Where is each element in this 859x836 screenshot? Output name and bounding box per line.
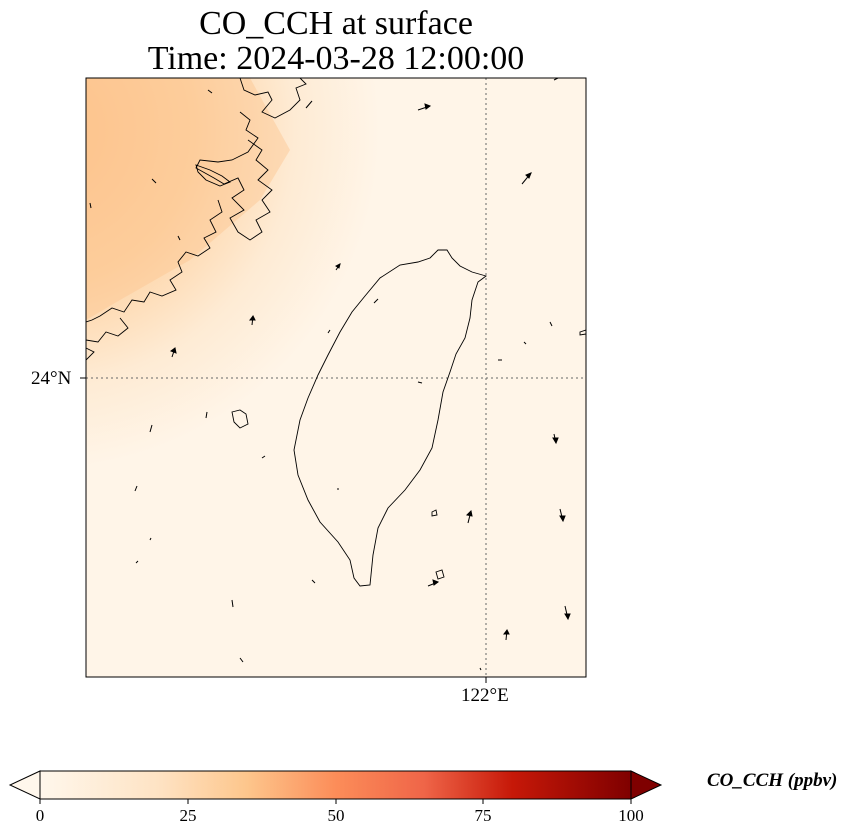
wind-arrow bbox=[559, 508, 566, 523]
colorbar-extend-min bbox=[8, 770, 41, 800]
wind-arrow bbox=[564, 605, 571, 621]
wind-arrow bbox=[249, 315, 256, 326]
wind-arrow bbox=[261, 455, 266, 459]
wind-arrow bbox=[239, 657, 244, 663]
colorbar-label: CO_CCH (ppbv) bbox=[707, 770, 838, 791]
wind-arrow bbox=[479, 667, 482, 671]
lat-tick-label: 24°N bbox=[31, 368, 72, 389]
colorbar-extend-max bbox=[630, 770, 663, 800]
islet-2 bbox=[435, 569, 445, 580]
wind-arrow bbox=[205, 411, 208, 419]
colorbar-tick-label: 0 bbox=[35, 806, 45, 825]
colorbar bbox=[8, 770, 663, 804]
wind-arrow bbox=[335, 263, 341, 271]
wind-arrow bbox=[169, 347, 177, 358]
taiwan-coastline bbox=[293, 249, 487, 587]
china-coastline bbox=[86, 78, 307, 361]
wind-arrow bbox=[149, 424, 153, 433]
wind-arrow bbox=[135, 560, 139, 564]
lon-tick-label: 122°E bbox=[461, 685, 509, 706]
wind-arrow bbox=[373, 298, 379, 304]
wind-arrow bbox=[134, 485, 138, 492]
wind-arrow bbox=[311, 579, 316, 584]
wind-arrow bbox=[177, 235, 181, 241]
wind-arrow bbox=[151, 178, 157, 184]
wind-arrow bbox=[427, 579, 440, 587]
wind-arrow bbox=[327, 329, 331, 334]
colorbar-tick-label: 75 bbox=[474, 806, 492, 825]
wind-arrow bbox=[552, 433, 559, 445]
wind-arrow bbox=[503, 629, 510, 641]
colorbar-tick-label: 50 bbox=[327, 806, 345, 825]
wind-vectors bbox=[89, 77, 571, 671]
china-bay bbox=[195, 164, 231, 187]
wind-arrow bbox=[417, 381, 423, 384]
wind-arrow bbox=[523, 341, 527, 345]
colorbar-tick-label: 100 bbox=[618, 806, 644, 825]
gridlines bbox=[86, 78, 586, 677]
wind-arrow bbox=[549, 321, 553, 327]
coastlines bbox=[86, 78, 586, 587]
islet-1 bbox=[431, 509, 438, 517]
map-title: CO_CCH at surface bbox=[199, 5, 473, 42]
wind-arrow bbox=[305, 100, 313, 109]
islet-3 bbox=[579, 329, 586, 336]
wind-arrow bbox=[465, 509, 473, 524]
wind-arrow bbox=[89, 202, 92, 209]
wind-arrow bbox=[231, 599, 234, 608]
wind-arrow bbox=[417, 103, 432, 111]
colorbar-body bbox=[39, 770, 632, 800]
wind-arrow bbox=[207, 89, 213, 94]
wind-arrow bbox=[521, 172, 532, 185]
penghu-islands bbox=[231, 409, 249, 429]
wind-arrow bbox=[149, 537, 152, 541]
map-time: Time: 2024-03-28 12:00:00 bbox=[147, 40, 525, 77]
colorbar-tick-label: 25 bbox=[179, 806, 197, 825]
